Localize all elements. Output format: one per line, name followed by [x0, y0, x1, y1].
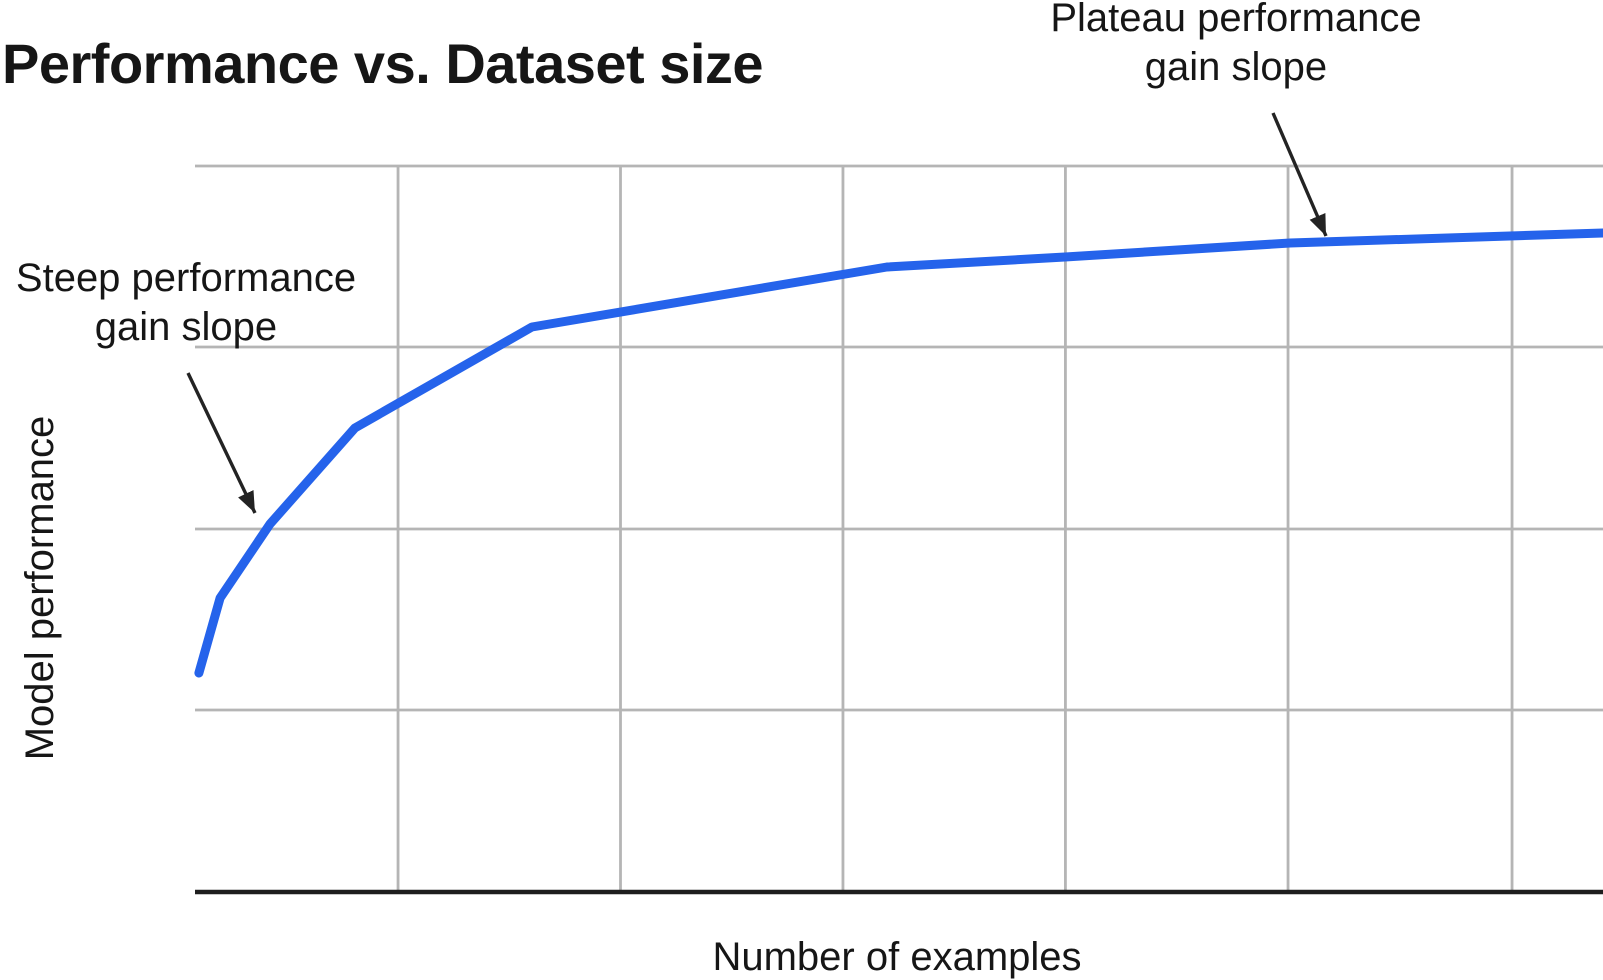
annotation-arrow-plateau: [1271, 112, 1328, 237]
performance-curve: [194, 228, 1603, 678]
annotation-steep-slope: Steep performance gain slope: [15, 256, 357, 349]
grid-layer: [195, 164, 1603, 892]
annotation-arrow-steep: [186, 372, 257, 514]
chart-title: Performance vs. Dataset size: [2, 32, 764, 95]
x-axis-label: Number of examples: [712, 935, 1082, 979]
arrow-layer: [186, 112, 1328, 514]
annotation-plateau-slope: Plateau performance gain slope: [1050, 0, 1422, 89]
y-axis-label: Model performance: [18, 415, 62, 761]
series-layer: [194, 228, 1603, 678]
